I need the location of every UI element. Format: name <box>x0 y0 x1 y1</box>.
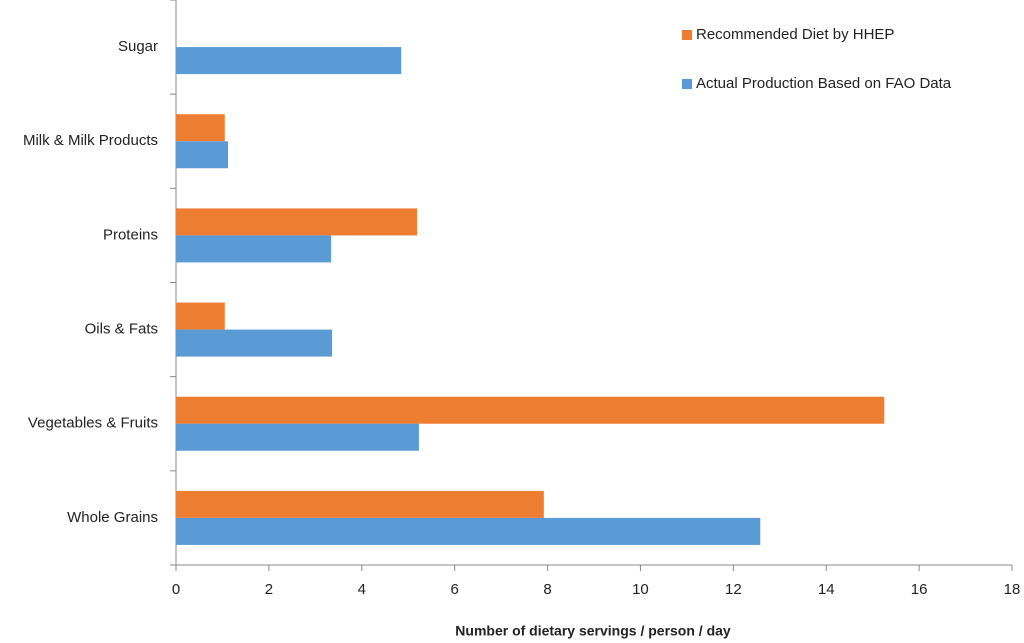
bar <box>176 329 333 357</box>
bar <box>176 517 761 545</box>
bar <box>176 423 419 451</box>
bar <box>176 141 229 169</box>
legend-swatch <box>682 30 692 40</box>
x-tick-label: 14 <box>818 581 835 598</box>
x-tick-label: 2 <box>265 581 273 598</box>
x-tick-label: 10 <box>632 581 649 598</box>
y-tick-label: Sugar <box>118 38 158 55</box>
bar <box>176 302 225 330</box>
x-tick-label: 16 <box>911 581 928 598</box>
y-tick-label: Proteins <box>103 226 158 243</box>
legend-label: Actual Production Based on FAO Data <box>696 75 952 92</box>
bar <box>176 490 544 518</box>
y-tick-label: Vegetables & Fruits <box>28 415 158 432</box>
x-axis-title: Number of dietary servings / person / da… <box>455 623 731 639</box>
x-tick-label: 6 <box>450 581 458 598</box>
x-tick-label: 18 <box>1004 581 1021 598</box>
y-tick-label: Whole Grains <box>67 509 158 526</box>
bar <box>176 396 885 424</box>
x-tick-label: 0 <box>172 581 180 598</box>
bar <box>176 114 225 142</box>
legend-swatch <box>682 79 692 89</box>
bar <box>176 208 418 236</box>
x-tick-label: 8 <box>543 581 551 598</box>
y-tick-label: Oils & Fats <box>85 321 158 338</box>
x-tick-label: 12 <box>725 581 742 598</box>
y-tick-label: Milk & Milk Products <box>23 132 158 149</box>
bar <box>176 235 332 263</box>
legend-label: Recommended Diet by HHEP <box>696 26 894 43</box>
bar <box>176 47 402 75</box>
x-tick-label: 4 <box>358 581 366 598</box>
